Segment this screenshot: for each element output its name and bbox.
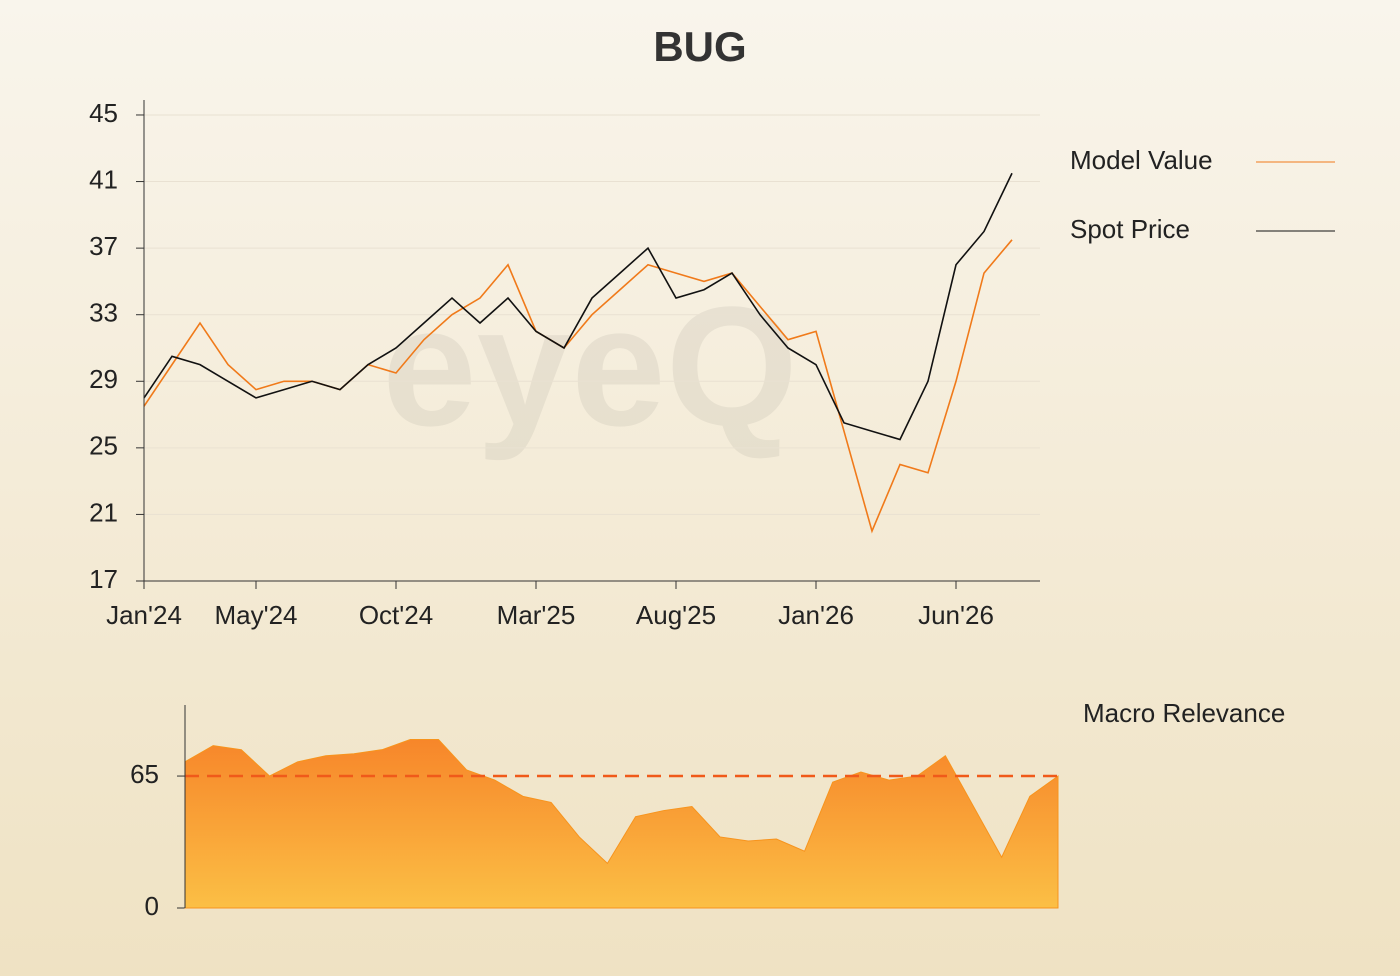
x-tick-label: Mar'25 xyxy=(497,600,576,630)
series-area xyxy=(184,739,1059,909)
series-line xyxy=(143,172,1013,441)
x-tick-label: Jun'26 xyxy=(918,600,994,630)
x-tick-label: May'24 xyxy=(214,600,297,630)
legend-label: Model Value xyxy=(1070,145,1213,175)
y-tick-label: 25 xyxy=(89,431,118,461)
series-line xyxy=(143,239,1013,534)
y-tick-label: 33 xyxy=(89,298,118,328)
legend-label: Spot Price xyxy=(1070,214,1190,244)
x-tick-label: Oct'24 xyxy=(359,600,433,630)
y-tick-label: 65 xyxy=(130,759,159,789)
x-tick-label: Jan'24 xyxy=(106,600,182,630)
y-tick-label: 41 xyxy=(89,164,118,194)
x-tick-label: Jan'26 xyxy=(778,600,854,630)
y-tick-label: 21 xyxy=(89,497,118,527)
y-tick-label: 45 xyxy=(89,98,118,128)
y-tick-label: 0 xyxy=(145,891,159,921)
y-tick-label: 29 xyxy=(89,364,118,394)
legend-label: Macro Relevance xyxy=(1083,698,1285,728)
watermark: eyeQ xyxy=(382,272,798,462)
y-tick-label: 17 xyxy=(89,564,118,594)
chart-title: BUG xyxy=(653,23,746,70)
y-tick-label: 37 xyxy=(89,231,118,261)
x-tick-label: Aug'25 xyxy=(636,600,716,630)
